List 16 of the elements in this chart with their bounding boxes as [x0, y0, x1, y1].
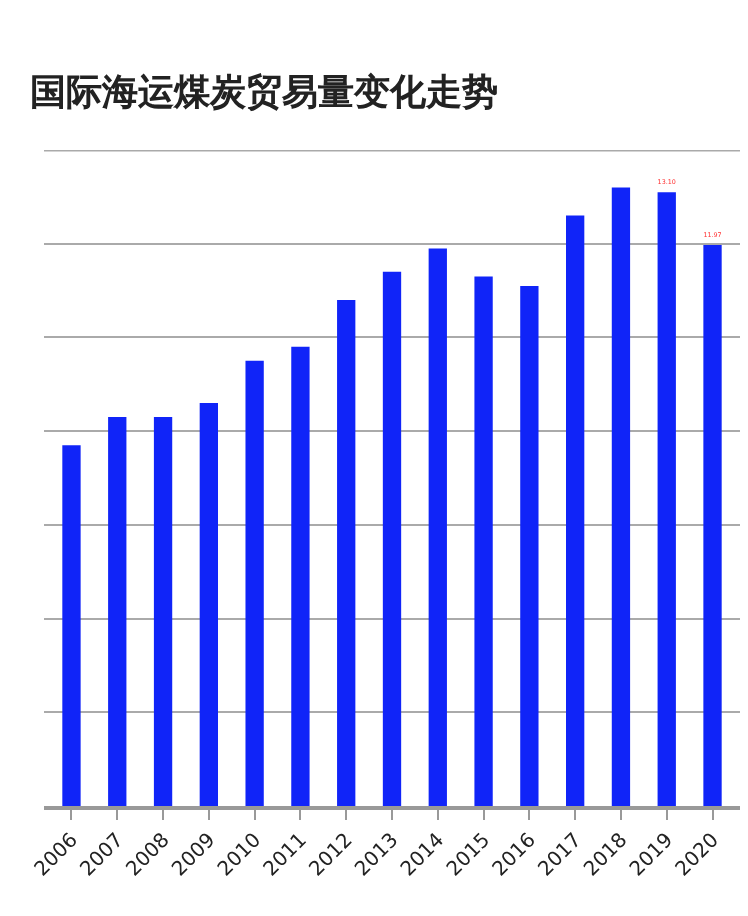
bar: [153, 417, 173, 806]
bar: [291, 346, 310, 806]
bar: [703, 245, 722, 806]
bar: [428, 248, 447, 806]
chart-title: 国际海运煤炭贸易量变化走势: [29, 72, 498, 115]
bar: [199, 403, 218, 806]
bar: [474, 276, 493, 806]
bar: [108, 417, 127, 806]
bar: [566, 215, 585, 806]
bar: [382, 271, 402, 806]
bar: [62, 445, 81, 806]
bar: [611, 187, 631, 806]
bar: [245, 360, 264, 806]
bar: [657, 192, 676, 806]
bar: [520, 285, 539, 806]
bar: [337, 299, 356, 806]
